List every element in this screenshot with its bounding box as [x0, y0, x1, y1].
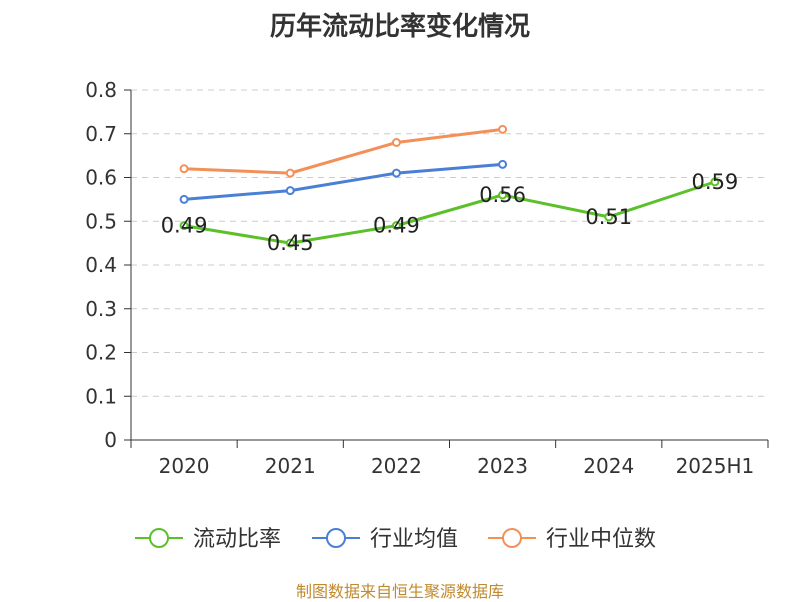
- chart-title: 历年流动比率变化情况: [269, 12, 530, 42]
- data-point[interactable]: [391, 168, 401, 178]
- legend-label[interactable]: 行业中位数: [546, 527, 656, 552]
- series-line: [183, 180, 716, 245]
- y-tick-label: 0.7: [85, 122, 117, 146]
- y-tick-label: 0: [104, 428, 117, 452]
- legend-label[interactable]: 流动比率: [193, 527, 281, 552]
- series-line: [184, 127, 503, 175]
- data-point[interactable]: [285, 186, 295, 196]
- y-tick-label: 0.6: [85, 166, 117, 190]
- x-tick-label: 2024: [583, 454, 634, 478]
- y-tick-label: 0.2: [85, 341, 117, 365]
- legend-marker: [149, 528, 169, 548]
- data-point[interactable]: [391, 221, 401, 231]
- data-label: 0.49: [373, 214, 420, 238]
- data-point[interactable]: [179, 221, 189, 231]
- legend-marker: [502, 528, 522, 548]
- data-point[interactable]: [285, 168, 295, 178]
- data-point[interactable]: [285, 238, 295, 248]
- data-point[interactable]: [498, 190, 508, 200]
- data-point[interactable]: [391, 138, 401, 147]
- data-label: 0.49: [161, 214, 208, 238]
- y-tick-label: 0.8: [85, 78, 117, 102]
- data-point[interactable]: [498, 124, 508, 134]
- y-tick-label: 0.3: [85, 297, 117, 321]
- data-label: 0.45: [267, 231, 314, 255]
- data-point[interactable]: [498, 159, 508, 169]
- source-note: 制图数据来自恒生聚源数据库: [295, 582, 504, 601]
- data-label: 0.56: [479, 183, 526, 207]
- data-point[interactable]: [604, 212, 614, 222]
- x-tick-label: 2021: [265, 454, 316, 478]
- data-point[interactable]: [179, 194, 189, 204]
- y-tick-label: 0.1: [85, 384, 117, 408]
- y-tick-label: 0.5: [85, 209, 117, 233]
- data-label: 0.51: [585, 205, 632, 229]
- x-tick-label: 2022: [371, 454, 422, 478]
- data-point[interactable]: [710, 177, 720, 187]
- x-tick-label: 2020: [159, 454, 210, 478]
- x-tick-label: 2025H1: [676, 454, 755, 478]
- series-line: [183, 162, 503, 201]
- data-point[interactable]: [179, 164, 189, 174]
- legend-marker: [326, 528, 346, 548]
- legend-label[interactable]: 行业均值: [370, 527, 458, 552]
- data-label: 0.59: [692, 170, 739, 194]
- y-tick-label: 0.4: [85, 253, 117, 277]
- x-tick-label: 2023: [477, 454, 528, 478]
